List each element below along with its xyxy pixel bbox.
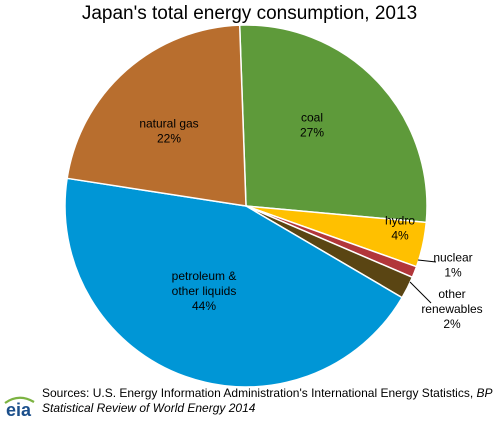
pie-slice-coal — [238, 24, 428, 224]
slice-value-label: 44% — [192, 299, 216, 313]
slice-name-label: hydro — [385, 214, 415, 228]
slice-value-label: 22% — [157, 132, 181, 146]
slice-name-label: other — [438, 287, 465, 301]
eia-logo: eia — [3, 394, 37, 420]
slice-name-label: coal — [301, 111, 323, 125]
leader-line — [417, 259, 437, 263]
pie-slice-petroleum-other-liquids — [64, 177, 404, 388]
source-text-italic: BP Statistical Review of World Energy 20… — [42, 386, 493, 415]
slice-name-label: petroleum & — [172, 269, 237, 283]
source-text: Sources: U.S. Energy Information Adminis… — [42, 386, 477, 400]
chart-title: Japan's total energy consumption, 2013 — [81, 3, 418, 24]
eia-logo-text: eia — [6, 400, 32, 418]
slice-name-label: renewables — [421, 302, 482, 316]
pie-slice-natural-gas — [66, 24, 247, 207]
slice-value-label: 4% — [391, 229, 409, 243]
slice-value-label: 1% — [444, 266, 462, 280]
slice-name-label: nuclear — [433, 251, 472, 265]
slice-value-label: 2% — [443, 317, 461, 331]
source-note: Sources: U.S. Energy Information Adminis… — [42, 386, 497, 416]
slice-value-label: 27% — [300, 126, 324, 140]
slice-name-label: other liquids — [172, 284, 237, 298]
slice-name-label: natural gas — [139, 117, 198, 131]
pie-slices — [64, 24, 428, 388]
leader-line — [409, 281, 432, 304]
